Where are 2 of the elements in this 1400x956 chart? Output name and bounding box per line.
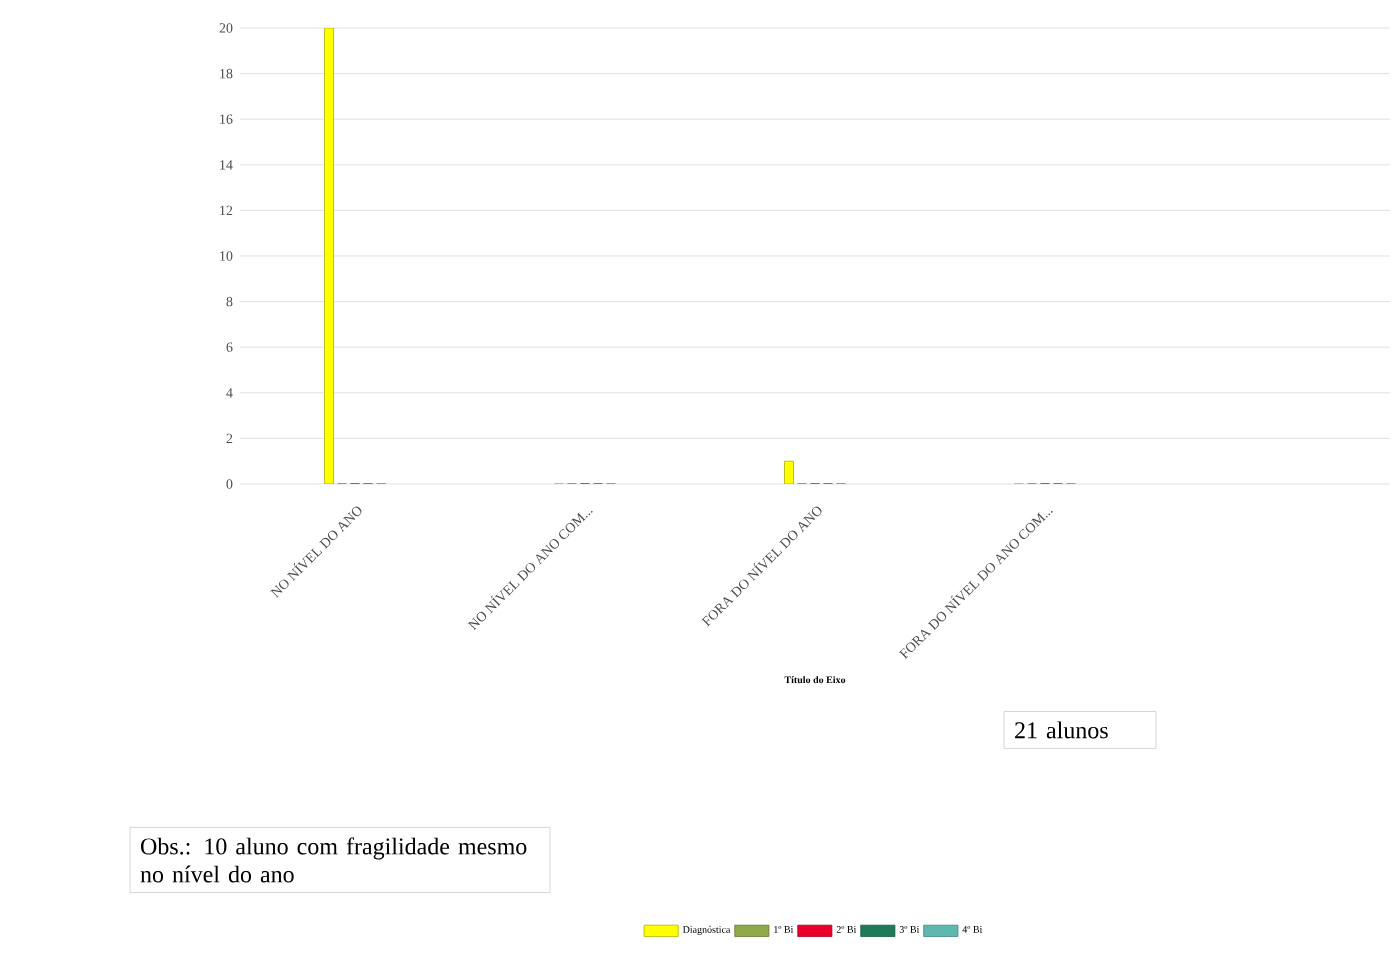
text: 21 alunos [1015, 721, 1108, 739]
text: Obs.: 10 aluno com fragilidade mesmo no nível do ano [140, 837, 527, 883]
